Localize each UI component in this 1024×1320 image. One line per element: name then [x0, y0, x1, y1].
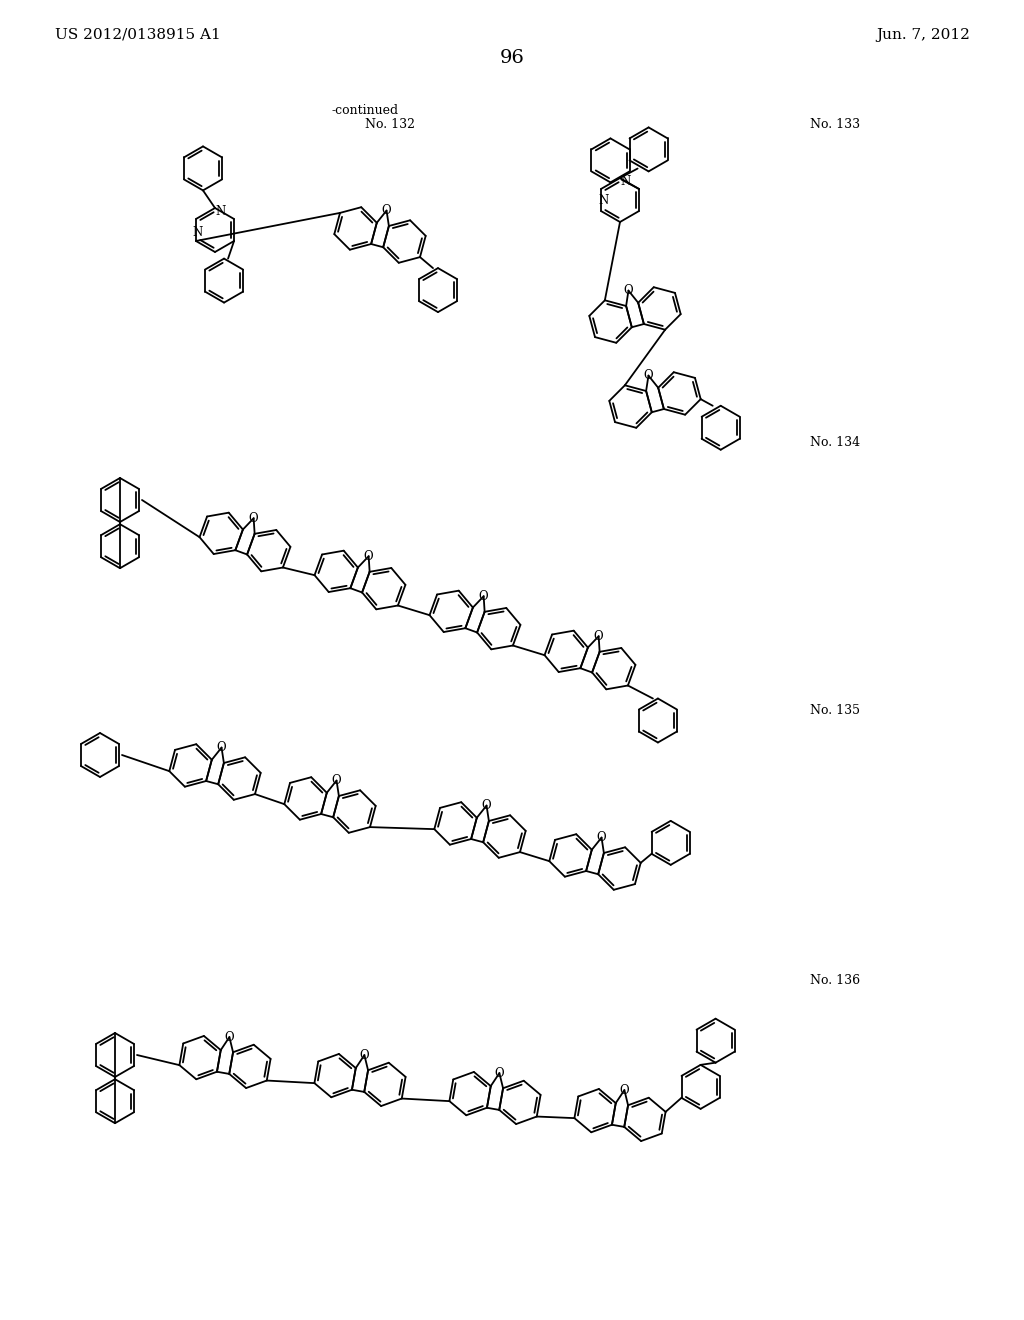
Text: No. 133: No. 133	[810, 119, 860, 132]
Text: No. 132: No. 132	[365, 119, 415, 132]
Text: O: O	[249, 512, 258, 525]
Text: O: O	[224, 1031, 234, 1044]
Text: O: O	[624, 284, 633, 297]
Text: O: O	[495, 1067, 504, 1080]
Text: O: O	[332, 774, 341, 787]
Text: O: O	[382, 205, 391, 216]
Text: O: O	[364, 549, 374, 562]
Text: O: O	[620, 1084, 629, 1097]
Text: No. 136: No. 136	[810, 974, 860, 986]
Text: O: O	[644, 370, 653, 381]
Text: O: O	[594, 630, 603, 643]
Text: No. 135: No. 135	[810, 704, 860, 717]
Text: N: N	[599, 194, 609, 206]
Text: N: N	[193, 226, 203, 239]
Text: Jun. 7, 2012: Jun. 7, 2012	[877, 28, 970, 42]
Text: N: N	[621, 176, 631, 187]
Text: -continued: -continued	[332, 103, 398, 116]
Text: O: O	[481, 799, 492, 812]
Text: No. 134: No. 134	[810, 436, 860, 449]
Text: O: O	[359, 1048, 370, 1061]
Text: US 2012/0138915 A1: US 2012/0138915 A1	[55, 28, 221, 42]
Text: O: O	[479, 590, 488, 603]
Text: O: O	[217, 741, 226, 754]
Text: 96: 96	[500, 49, 524, 67]
Text: O: O	[597, 832, 606, 843]
Text: N: N	[215, 205, 225, 218]
